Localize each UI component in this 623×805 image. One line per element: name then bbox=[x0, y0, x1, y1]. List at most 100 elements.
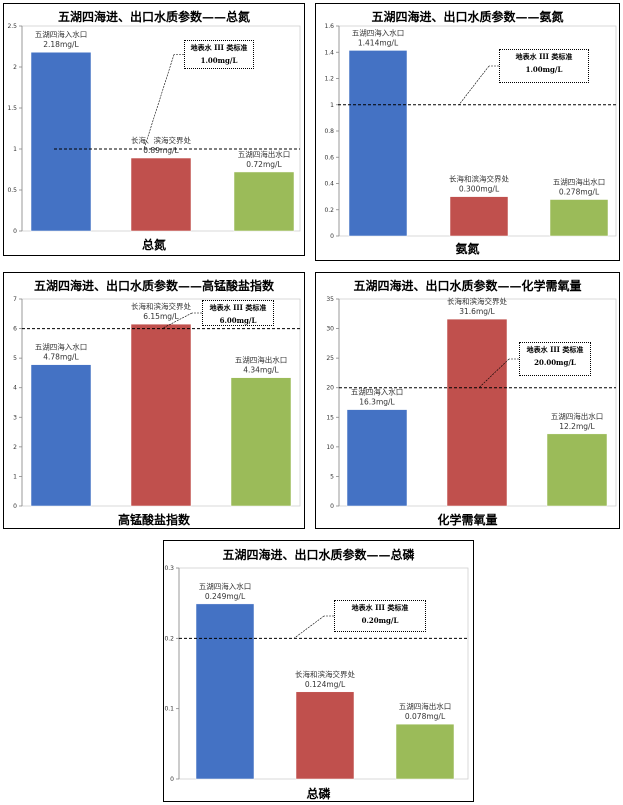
y-tick-label: 2.5 bbox=[7, 23, 17, 30]
y-tick-label: 7 bbox=[13, 296, 17, 303]
leader-line bbox=[161, 312, 193, 329]
y-tick-label: 3 bbox=[13, 414, 17, 421]
standard-label: 地表水 III 类标准 bbox=[209, 303, 267, 312]
standard-box: 地表水 III 类标准 1.00mg/L bbox=[499, 49, 589, 83]
standard-label: 地表水 III 类标准 bbox=[515, 52, 573, 61]
category-label: 五湖四海出水口 bbox=[235, 355, 288, 365]
bar bbox=[348, 50, 408, 237]
y-tick-label: 0.8 bbox=[324, 128, 334, 135]
y-tick-label: 35 bbox=[326, 296, 334, 303]
data-label: 0.078mg/L bbox=[405, 712, 446, 721]
category-label: 五湖四海出水口 bbox=[551, 411, 604, 421]
bar bbox=[346, 409, 408, 507]
standard-box: 地表水 III 类标准 0.20mg/L bbox=[334, 600, 426, 632]
y-tick-label: 15 bbox=[326, 414, 334, 421]
bar bbox=[446, 318, 508, 507]
chart-title: 五湖四海进、出口水质参数——总氮 bbox=[57, 10, 250, 24]
y-tick-label: 0.2 bbox=[324, 207, 334, 214]
y-tick-label: 0.5 bbox=[7, 187, 17, 194]
category-label: 五湖四海出水口 bbox=[399, 701, 452, 711]
standard-label: 地表水 III 类标准 bbox=[351, 603, 409, 612]
leader-line bbox=[143, 54, 175, 150]
y-tick-label: 2 bbox=[13, 444, 17, 451]
y-tick-label: 1 bbox=[330, 102, 334, 109]
chart-panel-total-nitrogen: 五湖四海进、出口水质参数——总氮 0 0.5 1 1.5 2 2.5 五湖四海入水口 2.18… bbox=[3, 3, 305, 256]
standard-value: 0.20mg/L bbox=[361, 616, 399, 625]
data-label: 4.78mg/L bbox=[43, 353, 79, 362]
y-tick-label: 0 bbox=[13, 228, 17, 235]
bar bbox=[295, 691, 355, 780]
data-label: 1.414mg/L bbox=[358, 38, 399, 47]
data-label: 0.72mg/L bbox=[246, 160, 282, 169]
data-label: 6.15mg/L bbox=[143, 312, 179, 321]
leader-line bbox=[458, 65, 490, 105]
category-label: 五湖四海出水口 bbox=[238, 149, 291, 159]
chart-title: 五湖四海进、出口水质参数——高锰酸盐指数 bbox=[33, 279, 274, 293]
standard-box: 地表水 III 类标准 1.00mg/L bbox=[184, 40, 254, 69]
chart-panel-permanganate-index: 五湖四海进、出口水质参数——高锰酸盐指数 0 1 2 3 4 5 6 7 五湖四海入水口 4.78… bbox=[3, 272, 305, 529]
data-label: 2.18mg/L bbox=[43, 40, 79, 49]
y-tick-label: 0 bbox=[330, 233, 334, 240]
data-label: 12.2mg/L bbox=[559, 422, 595, 431]
data-label: 0.278mg/L bbox=[559, 188, 600, 197]
standard-value: 6.00mg/L bbox=[219, 316, 257, 325]
category-label: 长海和滨海交界处 bbox=[295, 669, 355, 679]
bar bbox=[449, 196, 509, 237]
category-label: 五湖四海入水口 bbox=[352, 27, 405, 37]
bar bbox=[549, 199, 609, 237]
data-label: 0.89mg/L bbox=[143, 146, 179, 155]
y-tick-label: 6 bbox=[13, 326, 17, 333]
chart-title: 五湖四海进、出口水质参数——氨氮 bbox=[371, 10, 564, 24]
category-label: 长海、滨海交界处 bbox=[131, 135, 191, 145]
bar bbox=[30, 364, 92, 507]
standard-label: 地表水 III 类标准 bbox=[526, 345, 584, 354]
bar bbox=[395, 723, 455, 780]
y-tick-label: 2 bbox=[13, 64, 17, 71]
y-tick-label: 0.1 bbox=[164, 706, 174, 713]
y-tick-label: 0.3 bbox=[164, 565, 174, 572]
bar bbox=[130, 323, 192, 507]
category-label: 长海和滨海交界处 bbox=[449, 174, 509, 184]
standard-box: 地表水 III 类标准 6.00mg/L bbox=[202, 300, 274, 326]
standard-label: 地表水 III 类标准 bbox=[190, 43, 248, 52]
data-label: 0.124mg/L bbox=[305, 680, 346, 689]
y-tick-label: 0.4 bbox=[324, 181, 334, 188]
leader-line bbox=[478, 358, 510, 388]
category-label: 五湖四海出水口 bbox=[553, 177, 606, 187]
y-tick-label: 1.2 bbox=[324, 76, 334, 83]
chart-title: 五湖四海进、出口水质参数——化学需氧量 bbox=[353, 279, 582, 293]
y-tick-label: 10 bbox=[326, 444, 334, 451]
y-tick-label: 0 bbox=[13, 503, 17, 510]
category-label: 五湖四海入水口 bbox=[35, 342, 88, 352]
y-tick-label: 0 bbox=[170, 776, 174, 783]
y-tick-label: 1 bbox=[13, 473, 17, 480]
bar bbox=[30, 51, 92, 232]
standard-value: 20.00mg/L bbox=[534, 358, 576, 367]
chart-x-label: 氨氮 bbox=[455, 242, 480, 256]
category-label: 长海和滨海交界处 bbox=[447, 296, 507, 306]
category-label: 五湖四海入水口 bbox=[351, 387, 404, 397]
y-tick-label: 1.6 bbox=[324, 23, 334, 30]
bar bbox=[230, 377, 292, 507]
y-tick-label: 30 bbox=[326, 326, 334, 333]
category-label: 五湖四海入水口 bbox=[199, 581, 252, 591]
y-tick-label: 0.6 bbox=[324, 154, 334, 161]
bar bbox=[195, 603, 255, 780]
bar bbox=[546, 433, 608, 507]
chart-title: 五湖四海进、出口水质参数——总磷 bbox=[222, 548, 415, 562]
y-tick-label: 1.4 bbox=[324, 49, 334, 56]
bar bbox=[233, 171, 295, 232]
y-tick-label: 20 bbox=[326, 385, 334, 392]
chart-x-label: 总磷 bbox=[306, 787, 331, 801]
bar bbox=[130, 157, 192, 232]
chart-panel-cod: 五湖四海进、出口水质参数——化学需氧量 0 5 10 15 20 25 30 35 五湖四海入水… bbox=[315, 272, 620, 529]
y-tick-label: 0 bbox=[330, 503, 334, 510]
data-label: 0.300mg/L bbox=[459, 185, 500, 194]
y-tick-label: 1.5 bbox=[7, 105, 17, 112]
y-tick-label: 5 bbox=[13, 355, 17, 362]
y-tick-label: 1 bbox=[13, 146, 17, 153]
